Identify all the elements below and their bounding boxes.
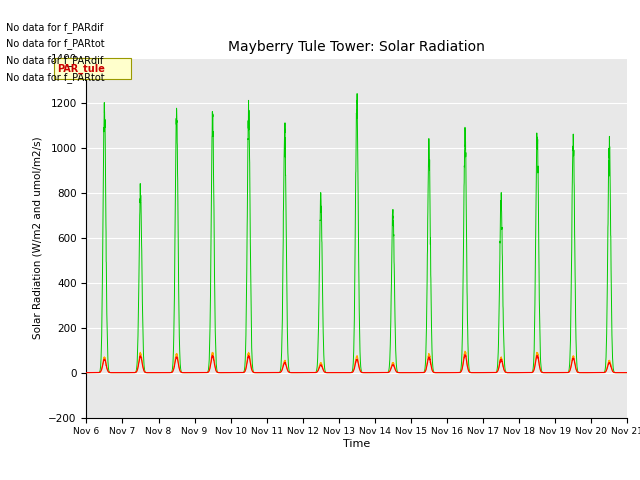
Text: No data for f_PARtot: No data for f_PARtot: [6, 38, 105, 49]
Text: No data for f_PARdif: No data for f_PARdif: [6, 22, 104, 33]
Legend: PAR Water, PAR Tule, PAR In: PAR Water, PAR Tule, PAR In: [216, 479, 498, 480]
X-axis label: Time: Time: [343, 439, 371, 449]
Title: Mayberry Tule Tower: Solar Radiation: Mayberry Tule Tower: Solar Radiation: [228, 40, 485, 54]
Text: PAR_tule: PAR_tule: [58, 63, 106, 73]
Y-axis label: Solar Radiation (W/m2 and umol/m2/s): Solar Radiation (W/m2 and umol/m2/s): [33, 136, 43, 339]
Text: No data for f_PARdif: No data for f_PARdif: [6, 55, 104, 66]
Text: No data for f_PARtot: No data for f_PARtot: [6, 72, 105, 83]
